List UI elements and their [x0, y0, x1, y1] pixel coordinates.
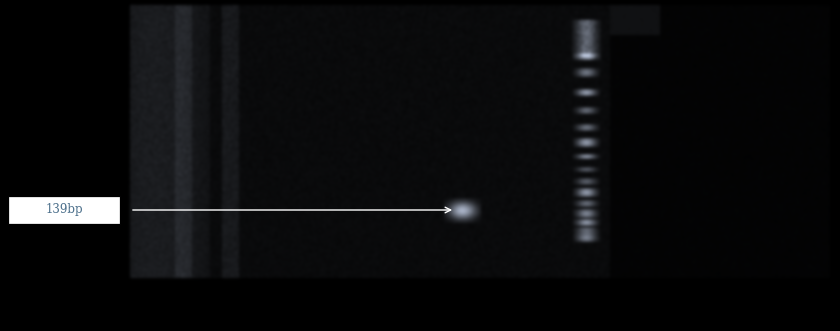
Text: 3: 3: [273, 293, 281, 307]
Text: 139bp: 139bp: [45, 204, 83, 216]
Text: 4: 4: [318, 293, 328, 307]
Text: 2: 2: [226, 293, 234, 307]
Text: 8: 8: [505, 293, 513, 307]
Text: 5: 5: [365, 293, 373, 307]
Text: 11: 11: [742, 293, 760, 307]
Text: 9: 9: [641, 293, 649, 307]
Text: M: M: [579, 293, 593, 307]
Text: 7: 7: [458, 293, 466, 307]
Text: 13: 13: [813, 293, 831, 307]
Bar: [8, 196, 120, 224]
Text: 12: 12: [786, 293, 804, 307]
Text: 1: 1: [179, 293, 187, 307]
Text: 6: 6: [412, 293, 420, 307]
Text: 10: 10: [696, 293, 714, 307]
